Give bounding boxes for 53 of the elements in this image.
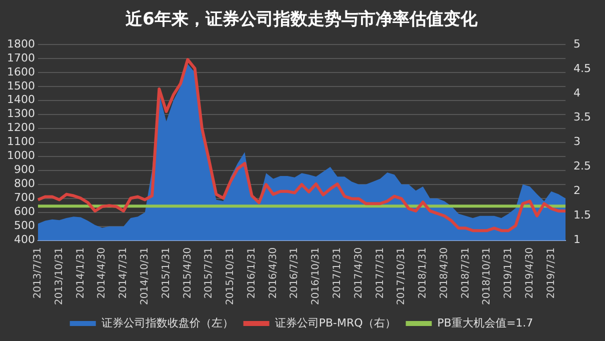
x-tick-label: 2018/10/31: [482, 247, 493, 306]
y-tick-label: 600: [14, 205, 35, 218]
x-tick-label: 2014/1/31: [75, 247, 86, 299]
x-tick-label: 2013/10/31: [54, 247, 65, 306]
y2-tick-label: 3: [574, 135, 581, 148]
y2-tick-label: 1: [574, 233, 581, 246]
y2-tick-label: 2.5: [574, 160, 592, 173]
y-tick-label: 1300: [6, 107, 35, 120]
y2-tick-label: 4: [574, 86, 581, 100]
y2-tick-label: 5: [574, 37, 581, 50]
x-tick-label: 2018/7/31: [460, 247, 472, 299]
x-tick-label: 2015/1/31: [160, 247, 172, 299]
y-tick-label: 1600: [6, 65, 35, 78]
y2-tick-label: 1.5: [574, 208, 592, 222]
y-tick-label: 1700: [6, 51, 35, 64]
x-tick-label: 2017/7/31: [374, 247, 386, 299]
x-tick-label: 2019/1/31: [503, 247, 514, 299]
x-tick-label: 2015/7/31: [204, 247, 215, 299]
x-tick-label: 2017/10/31: [396, 247, 408, 306]
x-tick-label: 2016/1/31: [246, 247, 258, 299]
legend-label: 证券公司指数收盘价（左）: [101, 316, 234, 330]
y-tick-label: 500: [14, 219, 35, 232]
y-tick-label: 1500: [6, 79, 35, 92]
y-tick-label: 700: [14, 191, 35, 204]
x-tick-label: 2016/7/31: [289, 247, 300, 299]
y-tick-label: 400: [14, 233, 35, 246]
x-tick-label: 2019/4/30: [524, 247, 536, 299]
chart-title: 近6年来，证券公司指数走势与市净率估值变化: [124, 10, 478, 30]
y-tick-label: 1100: [6, 135, 35, 148]
x-tick-label: 2013/7/31: [32, 247, 44, 299]
y-tick-label: 900: [14, 163, 35, 176]
y-tick-label: 800: [14, 177, 35, 190]
legend-label: PB重大机会值=1.7: [437, 316, 534, 330]
x-tick-label: 2018/1/31: [418, 247, 429, 299]
x-tick-label: 2014/10/31: [140, 247, 151, 306]
x-tick-label: 2014/4/30: [96, 247, 108, 299]
x-tick-label: 2019/7/31: [546, 247, 557, 299]
y-tick-label: 1000: [6, 149, 35, 162]
y2-tick-label: 4.5: [574, 62, 592, 75]
x-tick-label: 2017/4/30: [353, 247, 364, 299]
y-tick-label: 1400: [6, 93, 35, 106]
x-tick-label: 2016/10/31: [310, 247, 322, 306]
y2-tick-label: 2: [574, 184, 581, 198]
legend-label: 证券公司PB-MRQ（右）: [274, 316, 396, 330]
y-tick-label: 1800: [6, 37, 35, 50]
x-tick-label: 2016/4/30: [268, 247, 279, 299]
y-tick-label: 1200: [6, 121, 35, 134]
x-tick-label: 2015/10/31: [225, 247, 236, 306]
y2-tick-label: 3.5: [574, 110, 592, 124]
x-tick-label: 2018/4/30: [438, 247, 450, 299]
x-tick-label: 2015/4/30: [182, 247, 194, 299]
x-tick-label: 2017/1/31: [332, 247, 343, 299]
x-tick-label: 2014/7/31: [118, 247, 130, 299]
